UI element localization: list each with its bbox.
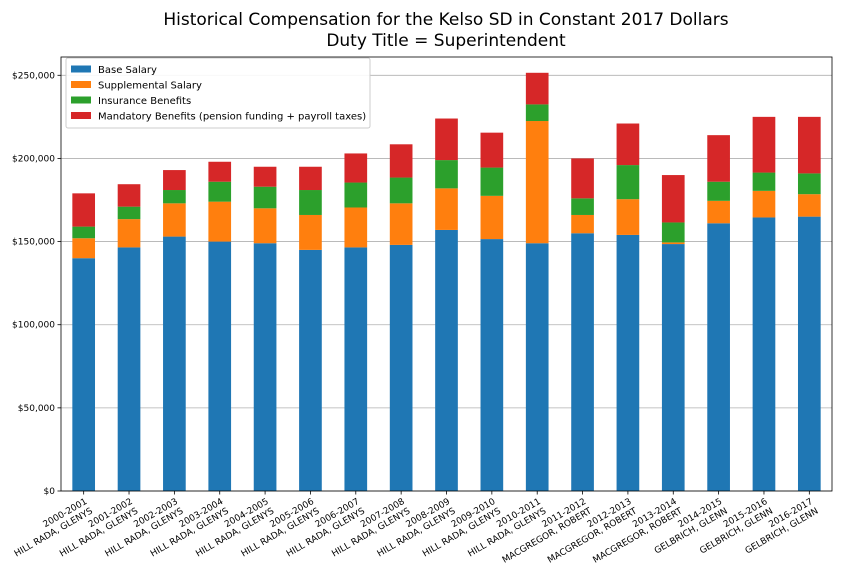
bar-segment-1-11: [525, 243, 549, 491]
bar-segment-4-17: [797, 116, 821, 174]
bar-segment-1-7: [344, 247, 368, 491]
bar-segment-4-7: [344, 153, 368, 183]
bar-segment-2-14: [661, 242, 685, 245]
legend-label-2: Supplemental Salary: [98, 81, 202, 92]
bar-segment-4-11: [525, 72, 549, 105]
bar-segment-2-13: [616, 199, 640, 235]
y-axis-ticks: $0 $50,000 $100,000 $150,000 $200,000 $250,00…: [12, 71, 61, 497]
bar-segment-4-12: [571, 158, 594, 199]
y-tick-label: $200,000: [12, 154, 55, 164]
bar-segment-4-15: [707, 135, 730, 182]
bar-segment-3-7: [344, 182, 368, 208]
bar-segment-3-3: [163, 190, 186, 204]
bar-segment-1-10: [480, 239, 504, 491]
x-axis-ticks: 2000-2001HILL RADA, GLENYS2001-2002HILL …: [7, 491, 820, 566]
bar-segment-4-8: [389, 144, 413, 178]
bar-segment-4-2: [117, 184, 141, 207]
bar-segment-1-17: [797, 216, 821, 491]
legend-label-3: Insurance Benefits: [98, 96, 191, 107]
bar-segment-3-1: [72, 226, 96, 239]
bar-segment-2-5: [253, 208, 277, 244]
bar-segment-1-12: [571, 233, 594, 491]
bar-segment-1-16: [752, 217, 776, 491]
legend-label-4: Mandatory Benefits (pension funding + pa…: [98, 112, 366, 123]
bar-segment-3-10: [480, 167, 504, 196]
bar-segment-3-4: [208, 181, 232, 202]
bar-segment-3-17: [797, 173, 821, 195]
bar-segment-4-13: [616, 123, 640, 166]
bar-segment-1-3: [163, 236, 186, 491]
y-tick-label: $250,000: [12, 71, 55, 81]
bar-segment-2-12: [571, 214, 594, 234]
x-tick-label: 2000-2001HILL RADA, GLENYS: [7, 497, 94, 560]
legend: Base Salary Supplemental Salary Insurance …: [65, 57, 371, 129]
y-tick-label: $100,000: [12, 321, 55, 331]
bar-segment-4-14: [661, 175, 685, 223]
bar-segment-1-8: [389, 244, 413, 491]
chart-title-line-1: Historical Compensation for the Kelso SD…: [163, 10, 728, 30]
legend-swatch-2: [71, 81, 91, 88]
bar-segment-3-14: [661, 222, 685, 243]
bar-segment-4-6: [299, 166, 322, 191]
bar-segment-1-4: [208, 241, 232, 491]
bar-segment-2-6: [299, 214, 322, 250]
bar-segment-1-15: [707, 223, 730, 492]
y-tick-label: $50,000: [18, 404, 55, 414]
bar-segment-2-7: [344, 207, 368, 248]
y-tick-label: $0: [44, 487, 56, 497]
bar-segment-4-5: [253, 166, 277, 187]
bar-segment-3-16: [752, 172, 776, 191]
bar-segment-2-3: [163, 203, 186, 237]
bar-segment-3-13: [616, 165, 640, 200]
bar-segment-2-15: [707, 200, 730, 224]
bar-segment-1-13: [616, 234, 640, 491]
legend-swatch-1: [71, 65, 91, 73]
legend-label-1: Base Salary: [98, 65, 157, 76]
bars: [72, 72, 821, 492]
bar-segment-1-6: [299, 249, 322, 491]
bar-segment-2-16: [752, 190, 776, 218]
bar-segment-3-6: [299, 190, 322, 215]
bar-segment-2-1: [72, 238, 96, 259]
bar-segment-3-5: [253, 186, 277, 209]
bar-segment-1-5: [253, 243, 277, 491]
bar-segment-2-4: [208, 201, 232, 242]
chart-title-line-2: Duty Title = Superintendent: [326, 31, 566, 51]
bar-segment-1-9: [435, 229, 458, 491]
legend-box: [65, 57, 371, 129]
bar-segment-2-17: [797, 194, 821, 217]
bar-segment-3-8: [389, 177, 413, 204]
bar-segment-3-2: [117, 206, 141, 220]
bar-segment-2-9: [435, 188, 458, 230]
bar-segment-4-16: [752, 116, 776, 173]
legend-swatch-3: [71, 96, 91, 104]
y-tick-label: $150,000: [12, 238, 55, 248]
bar-segment-4-9: [435, 118, 458, 161]
bar-segment-2-2: [117, 219, 141, 248]
bar-segment-2-11: [525, 121, 549, 244]
bar-segment-3-9: [435, 160, 458, 189]
bar-segment-2-8: [389, 203, 413, 245]
bar-segment-1-14: [661, 244, 685, 491]
bar-segment-1-1: [72, 258, 96, 491]
legend-swatch-4: [71, 112, 91, 119]
bar-segment-4-10: [480, 132, 504, 168]
bar-segment-3-15: [707, 181, 730, 201]
bar-segment-2-10: [480, 195, 504, 240]
bar-segment-4-3: [163, 170, 186, 191]
bar-segment-3-12: [571, 198, 594, 215]
bar-segment-1-2: [117, 247, 141, 491]
bar-segment-3-11: [525, 104, 549, 122]
bar-segment-4-4: [208, 161, 232, 182]
bar-segment-4-1: [72, 193, 96, 227]
